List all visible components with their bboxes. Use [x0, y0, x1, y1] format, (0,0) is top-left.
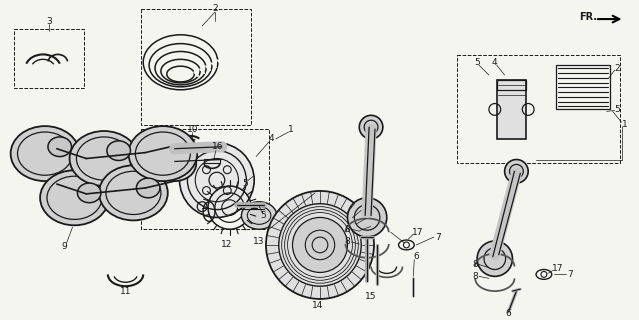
Text: 8: 8	[344, 237, 350, 246]
Bar	[497, 80, 527, 90]
Ellipse shape	[48, 137, 72, 156]
Text: 14: 14	[312, 301, 324, 310]
Text: 15: 15	[366, 292, 377, 300]
Text: 1: 1	[622, 120, 627, 129]
Text: 2: 2	[212, 4, 218, 13]
Text: 17: 17	[552, 264, 564, 273]
Text: 10: 10	[187, 124, 198, 133]
Text: 12: 12	[221, 240, 233, 250]
Text: 5: 5	[615, 105, 620, 114]
Text: 6: 6	[505, 309, 511, 318]
Circle shape	[293, 218, 348, 272]
Text: 2: 2	[615, 64, 620, 73]
Text: 17: 17	[412, 228, 424, 237]
Text: 5: 5	[474, 58, 480, 67]
Circle shape	[348, 198, 387, 237]
Text: 1: 1	[288, 124, 293, 133]
Text: 8: 8	[344, 225, 350, 234]
Text: 7: 7	[435, 233, 441, 242]
Ellipse shape	[136, 178, 160, 198]
Text: 6: 6	[413, 252, 419, 261]
Ellipse shape	[94, 156, 137, 191]
Text: 5: 5	[260, 211, 266, 220]
Circle shape	[477, 241, 512, 276]
Circle shape	[266, 191, 374, 299]
Text: 5: 5	[242, 179, 248, 188]
Bar	[458, 55, 620, 164]
Bar	[497, 80, 527, 139]
Text: 13: 13	[253, 237, 265, 246]
Text: 9: 9	[62, 243, 68, 252]
Text: 7: 7	[567, 270, 573, 279]
Text: 8: 8	[472, 260, 478, 269]
Ellipse shape	[128, 126, 197, 181]
Ellipse shape	[123, 153, 167, 188]
Bar	[141, 9, 251, 125]
Ellipse shape	[107, 141, 130, 161]
Ellipse shape	[35, 149, 79, 184]
Ellipse shape	[11, 126, 79, 181]
Ellipse shape	[153, 146, 196, 181]
Circle shape	[505, 159, 528, 183]
Text: FR.: FR.	[579, 12, 597, 22]
Bar	[204, 158, 220, 164]
Ellipse shape	[77, 183, 101, 203]
Ellipse shape	[242, 202, 277, 229]
Ellipse shape	[70, 131, 138, 186]
Text: 8: 8	[472, 272, 478, 281]
Circle shape	[359, 115, 383, 139]
Bar	[556, 65, 610, 109]
Text: 4: 4	[492, 58, 498, 67]
Text: 16: 16	[212, 142, 224, 151]
Text: 11: 11	[119, 287, 131, 296]
Bar	[141, 129, 269, 229]
Ellipse shape	[99, 165, 168, 220]
Ellipse shape	[65, 158, 108, 194]
Ellipse shape	[40, 170, 109, 225]
Text: 3: 3	[46, 17, 52, 26]
Bar	[13, 29, 84, 88]
Text: 4: 4	[268, 134, 273, 143]
Circle shape	[180, 143, 254, 218]
